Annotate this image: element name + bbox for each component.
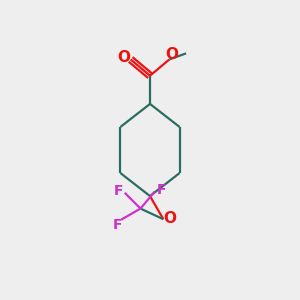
Text: O: O (118, 50, 130, 65)
Text: F: F (157, 183, 166, 197)
Text: O: O (164, 211, 176, 226)
Text: F: F (114, 184, 124, 198)
Text: F: F (113, 218, 122, 232)
Text: O: O (165, 47, 178, 62)
